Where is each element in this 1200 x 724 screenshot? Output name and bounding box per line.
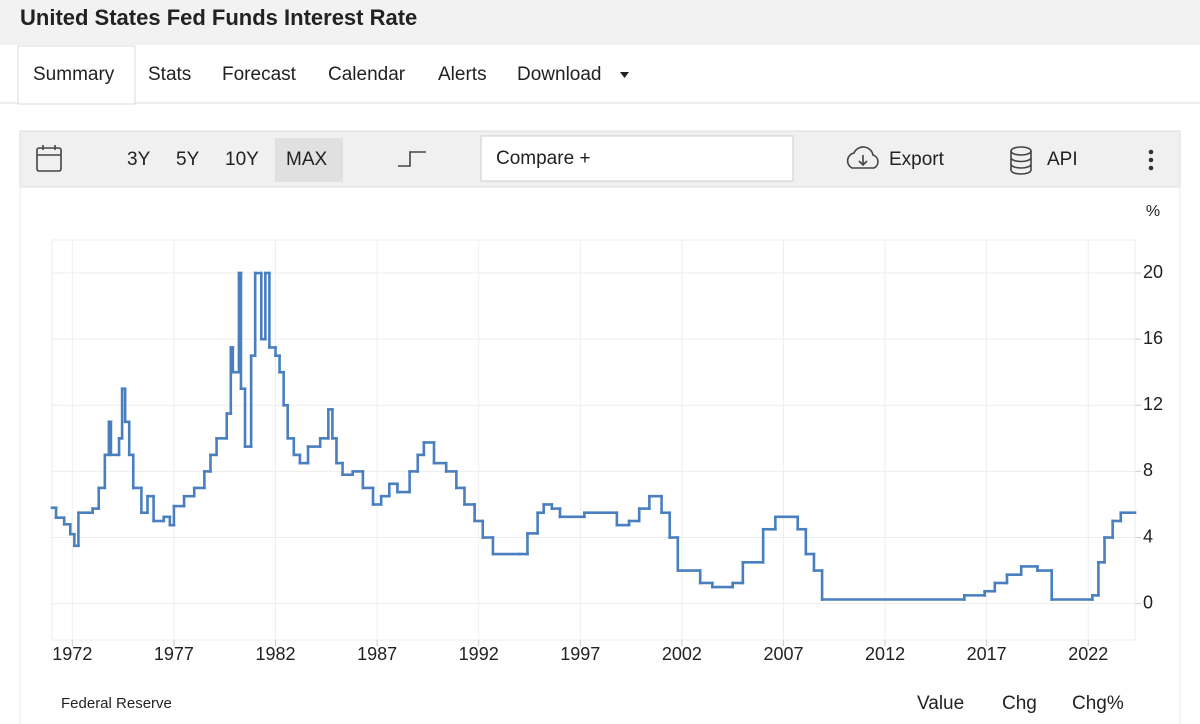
export-button[interactable]: Export [889, 149, 945, 170]
unit-label: % [1146, 203, 1160, 220]
x-tick-label: 1997 [560, 644, 600, 664]
tab[interactable]: Alerts [438, 64, 487, 85]
range-button[interactable]: MAX [286, 149, 328, 170]
y-tick-label: 12 [1143, 394, 1163, 414]
compare-input[interactable] [480, 135, 794, 182]
view-tab[interactable]: Chg% [1072, 693, 1124, 714]
page-title: United States Fed Funds Interest Rate [20, 5, 417, 30]
plot-area [51, 239, 1136, 641]
y-tick-label: 20 [1143, 262, 1163, 282]
api-button[interactable]: API [1047, 149, 1078, 170]
x-tick-label: 2017 [967, 644, 1007, 664]
range-button[interactable]: 3Y [127, 149, 151, 170]
range-selected [275, 138, 343, 182]
export-icon[interactable] [846, 146, 879, 169]
x-tick-label: 1982 [255, 644, 295, 664]
x-tick-label: 1972 [52, 644, 92, 664]
x-tick-label: 2002 [662, 644, 702, 664]
title-bar [0, 0, 1200, 45]
step-icon[interactable] [398, 151, 426, 167]
tab[interactable]: Forecast [222, 64, 297, 85]
x-tick-label: 2022 [1068, 644, 1108, 664]
menu-icon[interactable] [1148, 149, 1154, 171]
source: Federal Reserve [61, 695, 172, 712]
y-tick-label: 8 [1143, 460, 1153, 480]
tab[interactable]: Download [517, 64, 602, 85]
tab[interactable]: Summary [33, 64, 115, 85]
x-tick-label: 2012 [865, 644, 905, 664]
x-tick-label: 1977 [154, 644, 194, 664]
y-tick-label: 0 [1143, 592, 1153, 612]
y-tick-label: 16 [1143, 328, 1163, 348]
x-tick-label: 1992 [459, 644, 499, 664]
active-tab [17, 45, 136, 105]
tab[interactable]: Calendar [328, 64, 406, 85]
view-tab[interactable]: Value [917, 693, 964, 714]
x-tick-label: 1987 [357, 644, 397, 664]
x-tick-label: 2007 [763, 644, 803, 664]
compare-placeholder: Compare + [496, 148, 591, 169]
calendar-icon[interactable] [36, 145, 62, 172]
tab[interactable]: Stats [148, 64, 191, 85]
dropdown-caret [620, 72, 629, 78]
api-icon[interactable] [1010, 146, 1032, 175]
view-tab[interactable]: Chg [1002, 693, 1037, 714]
range-button[interactable]: 10Y [225, 149, 259, 170]
y-tick-label: 4 [1143, 526, 1153, 546]
range-button[interactable]: 5Y [176, 149, 200, 170]
